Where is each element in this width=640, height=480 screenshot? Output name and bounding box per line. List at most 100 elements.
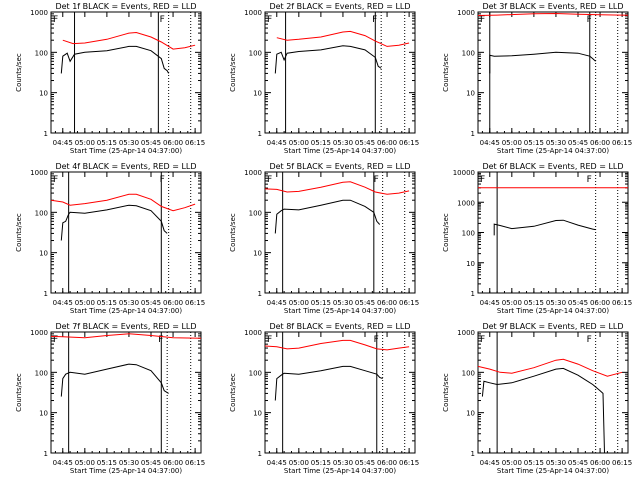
x-tick-label: 05:15	[524, 299, 544, 307]
flag-label: F	[480, 335, 485, 345]
y-tick-label: 10	[253, 410, 262, 418]
y-axis-label: Counts/sec	[15, 53, 23, 92]
y-axis-label: Counts/sec	[442, 53, 450, 92]
y-tick-label: 100	[462, 230, 475, 238]
x-tick-label: 04:45	[53, 139, 73, 147]
x-tick-label: 06:00	[163, 459, 183, 467]
x-tick-label: 05:45	[355, 299, 375, 307]
x-tick-label: 05:30	[119, 299, 139, 307]
x-tick-label: 04:45	[267, 459, 287, 467]
events-series-line	[493, 219, 596, 236]
x-tick-label: 05:15	[97, 299, 117, 307]
x-tick-label: 05:00	[502, 459, 522, 467]
x-axis-label: Start Time (25-Apr-14 04:37:00)	[284, 307, 396, 315]
x-axis-label: Start Time (25-Apr-14 04:37:00)	[284, 467, 396, 475]
lld-series-line	[477, 358, 623, 377]
events-series-line	[60, 204, 168, 241]
events-series-line	[60, 363, 169, 397]
panel-6: Det 6f BLACK = Events, RED = LLD 1 10 100 10…	[442, 162, 632, 315]
events-series-line	[60, 45, 170, 74]
x-tick-label: 05:30	[119, 139, 139, 147]
panel-title: Det 2f BLACK = Events, RED = LLD	[269, 2, 410, 11]
panel-title: Det 9f BLACK = Events, RED = LLD	[482, 322, 623, 331]
y-tick-label: 1000	[244, 329, 262, 337]
y-tick-label: 10	[39, 90, 48, 98]
y-tick-label: 10	[466, 90, 475, 98]
x-tick-label: 05:00	[502, 299, 522, 307]
y-tick-label: 1	[44, 450, 48, 458]
x-tick-label: 05:15	[311, 139, 331, 147]
y-axis-label: Counts/sec	[15, 373, 23, 412]
x-tick-label: 06:15	[399, 139, 419, 147]
y-tick-label: 1	[44, 130, 48, 138]
panel-8: Det 8f BLACK = Events, RED = LLD 1 10 100 10…	[229, 322, 419, 475]
y-tick-label: 1000	[30, 169, 48, 177]
panel-9: Det 9f BLACK = Events, RED = LLD 1 10 100 10…	[442, 322, 632, 475]
panel-7: Det 7f BLACK = Events, RED = LLD 1 10 100 10…	[15, 322, 205, 475]
y-tick-label: 1000	[457, 199, 475, 207]
y-tick-label: 100	[462, 49, 475, 57]
x-tick-label: 05:30	[333, 139, 353, 147]
x-tick-label: 05:30	[546, 139, 566, 147]
x-tick-label: 05:00	[75, 299, 95, 307]
flag-label: F	[480, 175, 485, 185]
panel-title: Det 8f BLACK = Events, RED = LLD	[269, 322, 410, 331]
plot-frame	[50, 331, 202, 454]
x-tick-label: 05:30	[333, 459, 353, 467]
y-tick-label: 1000	[30, 9, 48, 17]
x-tick-label: 05:15	[311, 459, 331, 467]
x-tick-label: 05:30	[546, 459, 566, 467]
plot-frame	[50, 171, 202, 294]
plot-frame	[264, 331, 416, 454]
x-axis-label: Start Time (25-Apr-14 04:37:00)	[70, 467, 182, 475]
y-tick-label: 100	[35, 369, 48, 377]
y-tick-label: 1000	[457, 9, 475, 17]
plot-frame	[264, 11, 416, 134]
flag-label: F	[53, 15, 58, 25]
y-tick-label: 10	[253, 90, 262, 98]
x-axis-label: Start Time (25-Apr-14 04:37:00)	[70, 307, 182, 315]
y-axis-label: Counts/sec	[229, 373, 237, 412]
x-axis-label: Start Time (25-Apr-14 04:37:00)	[497, 307, 609, 315]
events-series-line	[274, 199, 381, 234]
y-tick-label: 1000	[244, 169, 262, 177]
x-tick-label: 06:15	[185, 299, 205, 307]
y-tick-label: 1000	[244, 9, 262, 17]
panel-5: Det 5f BLACK = Events, RED = LLD 1 10 100 10…	[229, 162, 419, 315]
events-series-line	[481, 367, 605, 454]
panel-4: Det 4f BLACK = Events, RED = LLD 1 10 100 10…	[15, 162, 205, 315]
flag-label: F	[372, 15, 377, 25]
x-axis-label: Start Time (25-Apr-14 04:37:00)	[497, 467, 609, 475]
x-tick-label: 05:45	[568, 299, 588, 307]
y-tick-label: 100	[249, 49, 262, 57]
lld-series-line	[276, 30, 410, 47]
y-tick-label: 1	[258, 290, 262, 298]
panel-title: Det 3f BLACK = Events, RED = LLD	[482, 2, 623, 11]
x-tick-label: 04:45	[267, 139, 287, 147]
x-tick-label: 05:45	[141, 459, 161, 467]
lld-series-line	[264, 339, 410, 351]
y-tick-label: 1	[471, 130, 475, 138]
lld-series-line	[62, 31, 196, 50]
x-tick-label: 05:45	[355, 139, 375, 147]
flag-label: F	[374, 335, 379, 345]
x-axis-label: Start Time (25-Apr-14 04:37:00)	[70, 147, 182, 155]
x-tick-label: 05:45	[568, 459, 588, 467]
x-tick-label: 06:15	[185, 459, 205, 467]
x-tick-label: 05:45	[141, 139, 161, 147]
x-tick-label: 05:15	[524, 139, 544, 147]
x-tick-label: 05:45	[141, 299, 161, 307]
plot-frame	[50, 11, 202, 134]
y-tick-label: 10	[253, 250, 262, 258]
panel-3: Det 3f BLACK = Events, RED = LLD 1 10 100 10…	[442, 2, 632, 155]
flag-label: F	[267, 15, 272, 25]
x-tick-label: 05:00	[75, 139, 95, 147]
y-tick-label: 10	[39, 410, 48, 418]
panel-title: Det 6f BLACK = Events, RED = LLD	[482, 162, 623, 171]
x-tick-label: 05:00	[289, 459, 309, 467]
flag-label: F	[53, 175, 58, 185]
panel-title: Det 4f BLACK = Events, RED = LLD	[55, 162, 196, 171]
panel-title: Det 7f BLACK = Events, RED = LLD	[55, 322, 196, 331]
x-tick-label: 06:00	[590, 299, 610, 307]
x-tick-label: 06:15	[612, 459, 632, 467]
